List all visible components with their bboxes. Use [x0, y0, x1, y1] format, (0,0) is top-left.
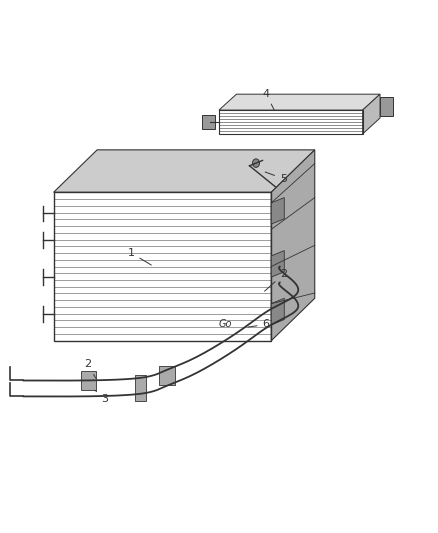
- Text: 2: 2: [84, 359, 96, 378]
- Text: 1: 1: [127, 248, 152, 265]
- Polygon shape: [380, 96, 393, 116]
- Text: Go: Go: [219, 319, 233, 329]
- Text: 5: 5: [265, 172, 287, 184]
- Text: 2: 2: [265, 269, 287, 291]
- Bar: [135, 375, 146, 401]
- Bar: [159, 366, 175, 385]
- Polygon shape: [271, 298, 284, 325]
- Polygon shape: [271, 198, 284, 224]
- Polygon shape: [271, 251, 284, 277]
- Text: 6: 6: [248, 319, 269, 329]
- Polygon shape: [219, 94, 380, 110]
- Bar: [81, 371, 96, 390]
- Polygon shape: [271, 150, 315, 341]
- Polygon shape: [201, 115, 215, 129]
- Circle shape: [253, 159, 259, 167]
- Text: 3: 3: [95, 390, 109, 403]
- Text: 4: 4: [262, 89, 274, 110]
- Polygon shape: [53, 150, 315, 192]
- Polygon shape: [363, 94, 380, 134]
